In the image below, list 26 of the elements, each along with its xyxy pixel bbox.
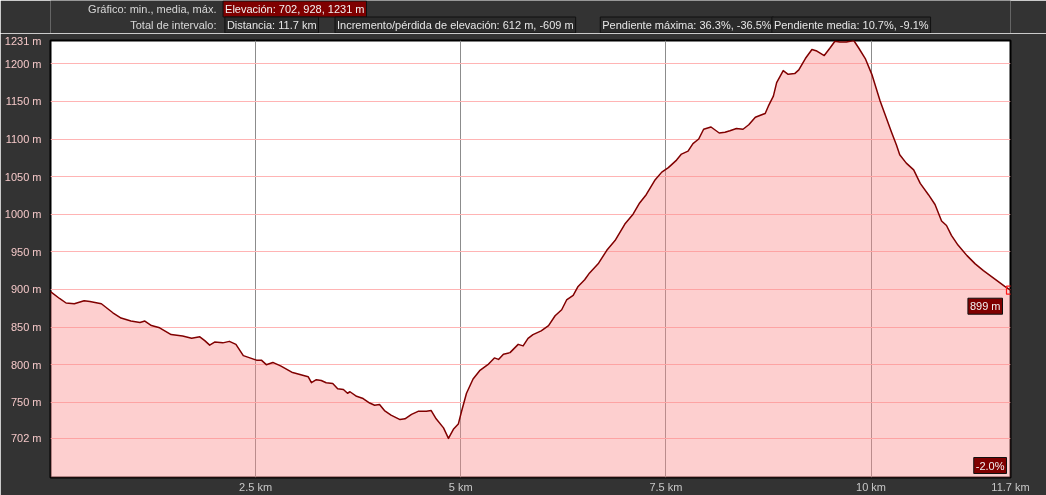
y-tick-label: 1150 m [5,95,42,108]
y-tick-label: 1050 m [4,170,42,183]
x-tick-label: 11.7 km [991,480,1030,493]
annotation: 899 m [969,300,1001,313]
y-tick-label: 1100 m [5,133,42,146]
text: Pendiente máxima: 36.3%, -36.5% [602,19,772,31]
x-tick-label: 5 km [448,480,473,493]
y-tick-label: 950 m [10,245,42,258]
x-tick-label: 7.5 km [649,480,683,493]
y-tick-label: 1200 m [4,57,42,70]
annotation: -2.0% [975,459,1005,472]
y-tick-label: 850 m [10,321,42,334]
y-tick-label: 750 m [10,396,42,409]
x-tick-label: 10 km [856,480,886,493]
x-tick-label: 2.5 km [239,480,273,493]
y-tick-label: 1000 m [4,208,42,221]
y-tick-label: 702 m [10,432,42,445]
y-tick-label: 800 m [10,358,42,371]
y-tick-label: 900 m [10,283,42,296]
text: Distancia: 11.7 km [226,19,317,31]
y-tick-label: 1231 m [4,34,42,47]
text: Pendiente media: 10.7%, -9.1% [773,19,929,31]
text: Incremento/pérdida de elevación: 612 m, -609 m [337,19,574,31]
text: Total de intervalo: [130,19,217,31]
text: Gráfico: min., media, máx. [88,3,217,15]
text: Elevación: 702, 928, 1231 m [225,3,365,15]
